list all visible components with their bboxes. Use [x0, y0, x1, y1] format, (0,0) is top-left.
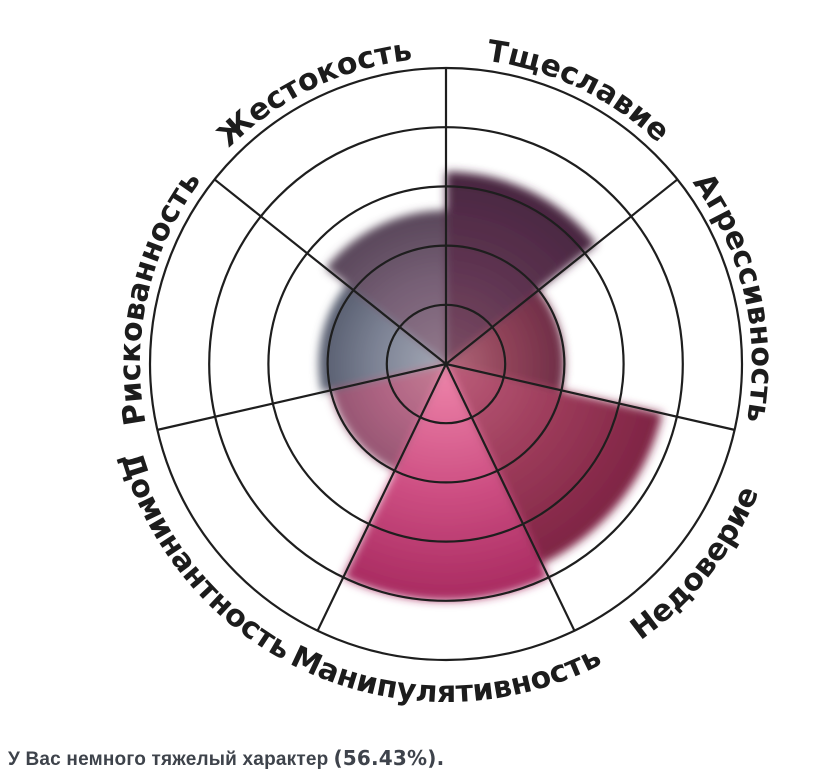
sector-wedge-5 — [318, 284, 446, 393]
axis-label-4: Доминантность — [113, 448, 297, 667]
grid-spoke-6 — [213, 178, 447, 365]
sector-wedge-1 — [446, 290, 565, 391]
result-caption: У Вас немного тяжелый характер (56.43%). — [8, 746, 444, 771]
result-caption-value: (56.43%). — [333, 746, 445, 770]
grid-spoke-3 — [445, 363, 576, 632]
result-caption-text: У Вас немного тяжелый характер — [8, 749, 329, 770]
sector-wedge-0 — [446, 171, 597, 364]
axis-label-2: Недоверие — [624, 481, 766, 647]
axis-label-0: Тщеславие — [485, 34, 677, 150]
grid-spoke-1 — [445, 178, 679, 365]
axis-label-5: Рискованность — [113, 164, 208, 428]
grid-spoke-5 — [157, 362, 447, 431]
axis-label-3: Манипулятивность — [286, 639, 607, 710]
sector-wedge-2 — [446, 364, 663, 565]
grid-spoke-2 — [445, 362, 735, 431]
chart-area: Тщеславие Агрессивность Недоверие Манипулят… — [113, 33, 779, 710]
axis-label-1: Агрессивность — [686, 167, 779, 425]
grid-spoke-4 — [316, 363, 447, 632]
polar-grid — [148, 66, 744, 662]
